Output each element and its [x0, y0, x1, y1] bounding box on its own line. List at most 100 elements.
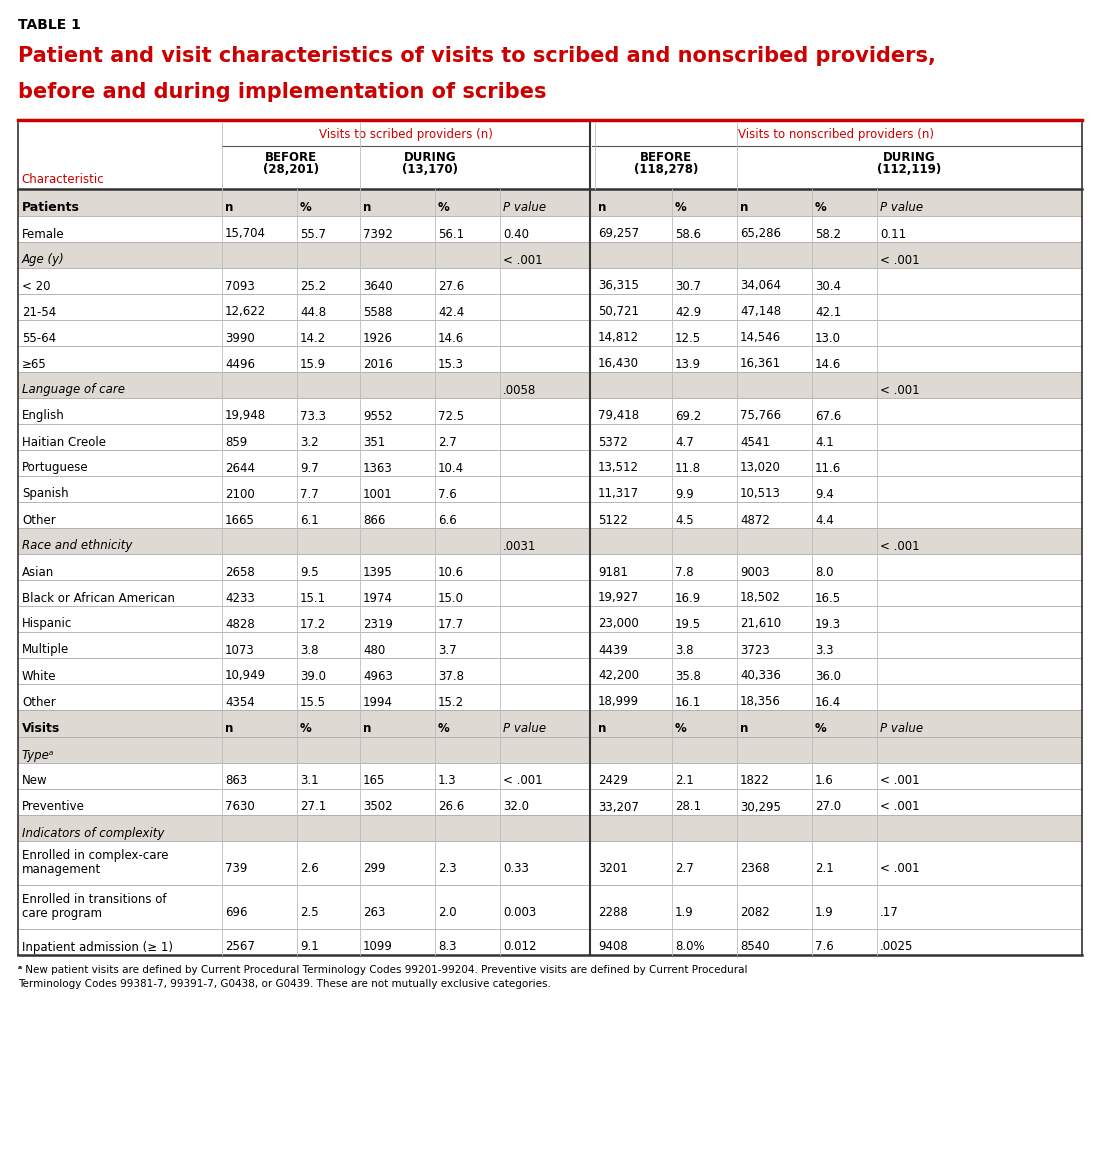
Text: 56.1: 56.1 [438, 228, 464, 240]
Text: 8.0: 8.0 [815, 565, 834, 578]
Text: 4233: 4233 [226, 591, 255, 604]
Text: %: % [675, 723, 686, 735]
Text: care program: care program [22, 907, 102, 920]
Text: 25.2: 25.2 [300, 279, 326, 292]
Text: 1.3: 1.3 [438, 774, 456, 787]
Text: 15.1: 15.1 [300, 591, 326, 604]
Bar [18, 320, 1082, 346]
Text: 480: 480 [363, 644, 385, 657]
Text: 3.1: 3.1 [300, 774, 319, 787]
Text: Spanish: Spanish [22, 488, 68, 501]
Text: Characteristic: Characteristic [21, 172, 103, 187]
Text: %: % [675, 201, 686, 213]
Text: 263: 263 [363, 906, 385, 918]
Text: 1822: 1822 [740, 774, 770, 787]
Text: BEFORE: BEFORE [640, 151, 692, 164]
Text: < .001: < .001 [503, 774, 542, 787]
Text: 9.4: 9.4 [815, 488, 834, 501]
Text: 27.6: 27.6 [438, 279, 464, 292]
Text: 3.8: 3.8 [675, 644, 693, 657]
Text: < .001: < .001 [880, 384, 920, 396]
Text: Race and ethnicity: Race and ethnicity [22, 540, 132, 552]
Text: P value: P value [503, 201, 546, 213]
Text: Age (y): Age (y) [22, 253, 65, 266]
Text: < 20: < 20 [22, 279, 51, 292]
Text: 5372: 5372 [598, 435, 628, 448]
Text: 9003: 9003 [740, 565, 770, 578]
Text: 50,721: 50,721 [598, 305, 639, 319]
Bar [18, 502, 1082, 528]
Text: n: n [598, 723, 606, 735]
Text: 15.9: 15.9 [300, 358, 326, 371]
Text: before and during implementation of scribes: before and during implementation of scri… [18, 82, 547, 102]
Text: 14.2: 14.2 [300, 332, 327, 345]
Text: 42.9: 42.9 [675, 305, 702, 319]
Text: 14,546: 14,546 [740, 332, 781, 345]
Text: 9.7: 9.7 [300, 461, 319, 475]
Text: Typeᵃ: Typeᵃ [22, 748, 55, 761]
Text: 18,356: 18,356 [740, 696, 781, 708]
Text: English: English [22, 409, 65, 422]
Text: 75,766: 75,766 [740, 409, 781, 422]
Bar [18, 841, 1082, 884]
Text: %: % [815, 201, 827, 213]
Text: 0.003: 0.003 [503, 906, 537, 918]
Bar [18, 929, 1082, 955]
Text: 0.012: 0.012 [503, 941, 537, 954]
Text: White: White [22, 670, 56, 683]
Text: Enrolled in transitions of: Enrolled in transitions of [22, 893, 166, 906]
Text: 27.1: 27.1 [300, 800, 327, 814]
Text: New: New [22, 774, 47, 787]
Text: 1395: 1395 [363, 565, 393, 578]
Text: 21-54: 21-54 [22, 305, 56, 319]
Bar [18, 398, 1082, 423]
Bar [18, 789, 1082, 815]
Text: P value: P value [880, 201, 923, 213]
Text: 2100: 2100 [226, 488, 255, 501]
Text: 10,513: 10,513 [740, 488, 781, 501]
Text: 9.5: 9.5 [300, 565, 319, 578]
Text: 14.6: 14.6 [815, 358, 842, 371]
Text: 17.2: 17.2 [300, 617, 327, 631]
Text: 9408: 9408 [598, 941, 628, 954]
Text: 7093: 7093 [226, 279, 255, 292]
Text: DURING: DURING [404, 151, 456, 164]
Text: 33,207: 33,207 [598, 800, 639, 814]
Text: .17: .17 [880, 906, 899, 918]
Text: %: % [438, 723, 450, 735]
Text: Visits to nonscribed providers (n): Visits to nonscribed providers (n) [738, 128, 934, 141]
Text: < .001: < .001 [880, 540, 920, 552]
Text: 15,704: 15,704 [226, 228, 266, 240]
Text: < .001: < .001 [880, 253, 920, 266]
Text: Indicators of complexity: Indicators of complexity [22, 827, 164, 840]
Text: 4.4: 4.4 [815, 514, 834, 527]
Bar [18, 423, 1082, 450]
Text: 8.3: 8.3 [438, 941, 456, 954]
Text: 1.6: 1.6 [815, 774, 834, 787]
Text: 21,610: 21,610 [740, 617, 781, 631]
Text: 859: 859 [226, 435, 248, 448]
Text: 5122: 5122 [598, 514, 628, 527]
Text: 13,020: 13,020 [740, 461, 781, 475]
Text: 14,812: 14,812 [598, 332, 639, 345]
Text: 2016: 2016 [363, 358, 393, 371]
Text: 10,949: 10,949 [226, 670, 266, 683]
Text: 23,000: 23,000 [598, 617, 639, 631]
Text: 7630: 7630 [226, 800, 255, 814]
Text: 2644: 2644 [226, 461, 255, 475]
Bar [18, 632, 1082, 658]
Text: 26.6: 26.6 [438, 800, 464, 814]
Text: 67.6: 67.6 [815, 409, 842, 422]
Text: Hispanic: Hispanic [22, 617, 73, 631]
Text: 39.0: 39.0 [300, 670, 326, 683]
Text: 7.8: 7.8 [675, 565, 694, 578]
Bar [18, 710, 1082, 737]
Text: Female: Female [22, 228, 65, 240]
Text: %: % [815, 723, 827, 735]
Text: %: % [438, 201, 450, 213]
Text: 58.2: 58.2 [815, 228, 842, 240]
Text: n: n [740, 201, 748, 213]
Text: 6.1: 6.1 [300, 514, 319, 527]
Text: 3.7: 3.7 [438, 644, 456, 657]
Text: 47,148: 47,148 [740, 305, 781, 319]
